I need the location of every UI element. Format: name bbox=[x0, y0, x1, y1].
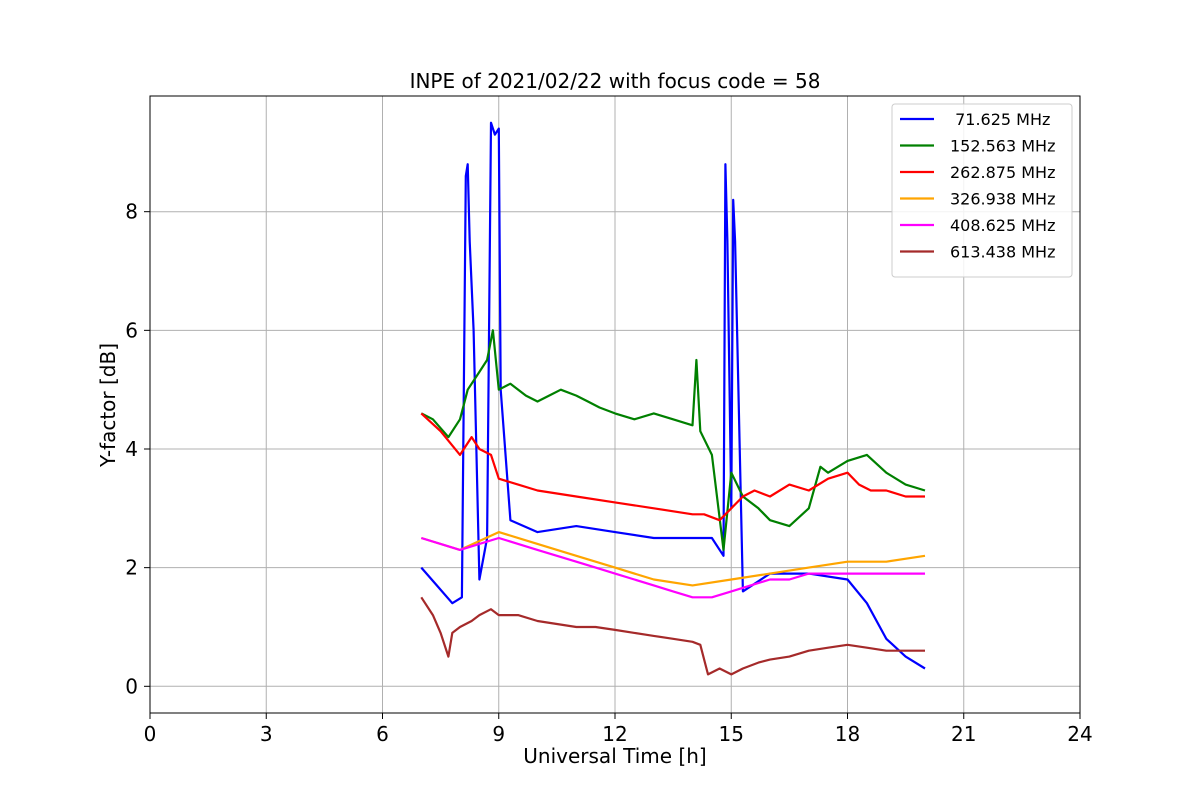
x-tick-label: 21 bbox=[951, 722, 976, 746]
series-line-6 bbox=[420, 596, 925, 676]
legend-label: 262.875 MHz bbox=[950, 163, 1055, 182]
x-tick-label: 6 bbox=[376, 722, 389, 746]
legend-label: 613.438 MHz bbox=[950, 243, 1055, 262]
y-tick-label: 8 bbox=[125, 200, 138, 224]
y-tick-label: 4 bbox=[125, 437, 138, 461]
y-tick-label: 6 bbox=[125, 318, 138, 342]
y-axis-label: Y-factor [dB] bbox=[96, 343, 120, 468]
legend-label: 408.625 MHz bbox=[950, 216, 1055, 235]
series-line-2 bbox=[420, 329, 926, 551]
x-axis-label: Universal Time [h] bbox=[523, 744, 706, 768]
series-line-5 bbox=[420, 536, 925, 599]
legend-label: 71.625 MHz bbox=[950, 110, 1050, 129]
legend-label: 152.563 MHz bbox=[950, 137, 1055, 156]
legend: 71.625 MHz 152.563 MHz 262.875 MHz 326.938 … bbox=[891, 103, 1073, 278]
x-tick-label: 18 bbox=[835, 722, 860, 746]
y-tick-label: 2 bbox=[125, 556, 138, 580]
series-line-1 bbox=[420, 121, 926, 670]
x-tick-label: 15 bbox=[719, 722, 744, 746]
x-tick-label: 12 bbox=[602, 722, 627, 746]
x-tick-label: 0 bbox=[144, 722, 157, 746]
series-line-3 bbox=[420, 412, 925, 522]
y-tick-label: 0 bbox=[125, 674, 138, 698]
x-tick-label: 9 bbox=[492, 722, 505, 746]
chart-title: INPE of 2021/02/22 with focus code = 58 bbox=[410, 69, 821, 93]
series-line-4 bbox=[420, 531, 926, 587]
legend-label: 326.938 MHz bbox=[950, 190, 1055, 209]
legend-box bbox=[891, 103, 1073, 278]
plot-area bbox=[420, 121, 926, 676]
x-tick-label: 24 bbox=[1067, 722, 1092, 746]
x-tick-label: 3 bbox=[260, 722, 273, 746]
